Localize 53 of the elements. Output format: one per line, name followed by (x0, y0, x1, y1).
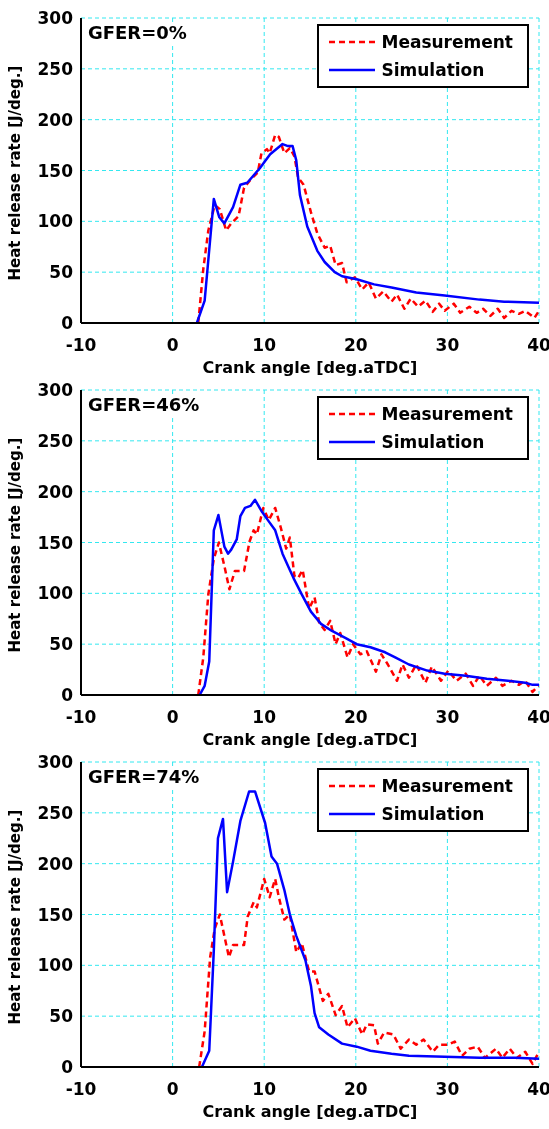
legend-label: Simulation (381, 59, 485, 82)
y-tick-label: 150 (37, 160, 74, 181)
y-axis-title: Heat release rate [J/deg.] (6, 65, 25, 281)
legend-label: Measurement (381, 31, 513, 54)
y-axis-title: Heat release rate [J/deg.] (6, 809, 25, 1025)
line-series (200, 790, 539, 1067)
x-tick-label: -10 (65, 335, 97, 356)
annotation: GFER=46% (88, 394, 200, 415)
x-tick-label: 0 (166, 335, 179, 356)
x-tick-label: 30 (435, 707, 460, 728)
y-tick-label: 250 (37, 430, 74, 451)
y-tick-label: 0 (61, 1057, 74, 1078)
y-tick-label: 0 (61, 313, 74, 334)
y-tick-label: 200 (37, 109, 74, 130)
y-tick-label: 300 (37, 8, 74, 29)
x-tick-label: 0 (166, 1079, 179, 1100)
x-tick-label: 0 (166, 707, 179, 728)
annotation: GFER=74% (88, 766, 200, 787)
y-tick-label: 150 (37, 904, 74, 925)
x-tick-label: 10 (252, 1079, 277, 1100)
y-tick-label: 200 (37, 481, 74, 502)
legend-label: Measurement (381, 775, 513, 798)
x-tick-label: -10 (65, 707, 97, 728)
x-axis-title: Crank angle [deg.aTDC] (202, 358, 418, 377)
y-tick-label: 300 (37, 752, 74, 773)
legend-label: Simulation (381, 803, 485, 826)
y-tick-label: 150 (37, 532, 74, 553)
x-tick-label: 20 (343, 707, 368, 728)
y-tick-label: 200 (37, 853, 74, 874)
x-tick-label: 10 (252, 707, 277, 728)
y-tick-label: 50 (49, 1006, 74, 1027)
legend-label: Measurement (381, 403, 513, 426)
x-tick-label: 20 (343, 1079, 368, 1100)
x-tick-label: 10 (252, 335, 277, 356)
legend-label: Simulation (381, 431, 485, 454)
y-tick-label: 100 (37, 955, 74, 976)
x-tick-label: 20 (343, 335, 368, 356)
y-tick-label: 250 (37, 802, 74, 823)
annotation: GFER=0% (88, 22, 187, 43)
x-tick-label: 30 (435, 335, 460, 356)
y-tick-label: 50 (49, 262, 74, 283)
x-axis-title: Crank angle [deg.aTDC] (202, 1102, 418, 1121)
y-tick-label: 250 (37, 58, 74, 79)
y-axis-title: Heat release rate [J/deg.] (6, 437, 25, 653)
y-tick-label: 50 (49, 634, 74, 655)
y-tick-label: 300 (37, 380, 74, 401)
y-tick-label: 0 (61, 685, 74, 706)
y-tick-label: 100 (37, 583, 74, 604)
x-tick-label: -10 (65, 1079, 97, 1100)
x-tick-label: 30 (435, 1079, 460, 1100)
x-axis-title: Crank angle [deg.aTDC] (202, 730, 418, 749)
y-tick-label: 100 (37, 211, 74, 232)
line-series (197, 877, 539, 1067)
